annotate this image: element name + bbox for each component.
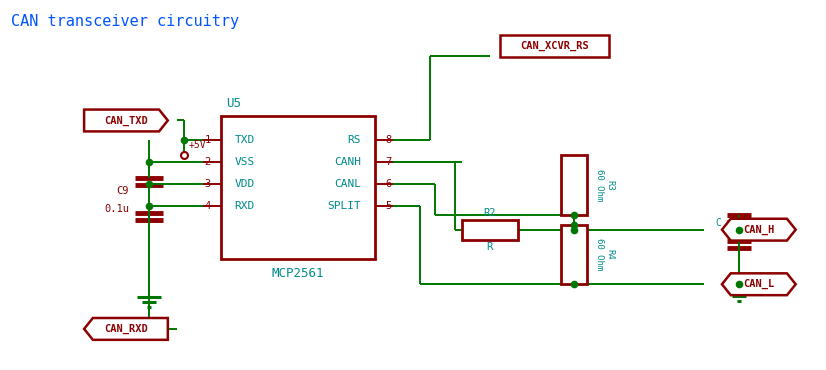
Polygon shape xyxy=(500,35,610,57)
Text: CAN transceiver circuitry: CAN transceiver circuitry xyxy=(12,14,240,29)
Bar xyxy=(562,155,587,215)
Polygon shape xyxy=(722,273,795,295)
Text: CAN_XCVR_RS: CAN_XCVR_RS xyxy=(520,41,589,51)
Text: 3: 3 xyxy=(204,179,211,189)
Text: VDD: VDD xyxy=(235,179,255,189)
Text: TXD: TXD xyxy=(235,135,255,145)
Polygon shape xyxy=(722,219,795,240)
Text: RXD: RXD xyxy=(235,201,255,211)
Text: C9: C9 xyxy=(116,186,129,196)
Text: 6: 6 xyxy=(385,179,392,189)
Text: RS: RS xyxy=(348,135,361,145)
Text: R: R xyxy=(487,242,493,252)
Text: 4: 4 xyxy=(204,201,211,211)
Text: 0.1u: 0.1u xyxy=(104,204,129,214)
Text: R2: R2 xyxy=(483,208,496,218)
Text: R4: R4 xyxy=(605,249,615,260)
Text: C11: C11 xyxy=(757,226,776,236)
Text: CAN_L: CAN_L xyxy=(743,279,775,289)
Text: SPLIT: SPLIT xyxy=(327,201,361,211)
Text: CANH: CANH xyxy=(335,157,361,167)
Text: C: C xyxy=(715,218,721,228)
Text: 7: 7 xyxy=(385,157,392,167)
Text: 5: 5 xyxy=(385,201,392,211)
Bar xyxy=(221,115,375,259)
Text: 1: 1 xyxy=(204,135,211,145)
Text: 2: 2 xyxy=(204,157,211,167)
Text: CAN_RXD: CAN_RXD xyxy=(104,324,148,334)
Text: CAN_TXD: CAN_TXD xyxy=(104,115,148,125)
Text: 60 Ohm: 60 Ohm xyxy=(596,169,605,201)
Polygon shape xyxy=(84,318,168,340)
Polygon shape xyxy=(84,110,168,131)
Text: 8: 8 xyxy=(385,135,392,145)
Text: VSS: VSS xyxy=(235,157,255,167)
Text: +5V: +5V xyxy=(189,140,206,150)
Bar xyxy=(462,220,518,240)
Text: CANL: CANL xyxy=(335,179,361,189)
Bar xyxy=(562,225,587,284)
Text: 60 Ohm: 60 Ohm xyxy=(596,238,605,270)
Text: MCP2561: MCP2561 xyxy=(272,268,324,280)
Text: CAN_H: CAN_H xyxy=(743,225,775,235)
Text: R3: R3 xyxy=(605,179,615,191)
Text: U5: U5 xyxy=(225,97,240,110)
